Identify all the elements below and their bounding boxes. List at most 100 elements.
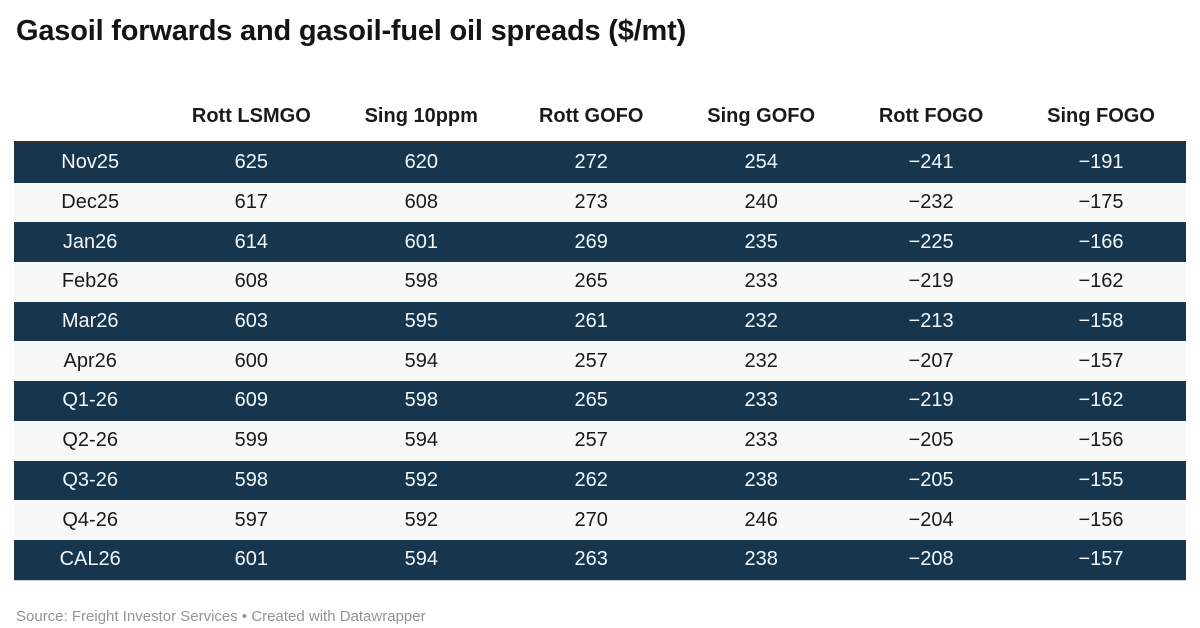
cell: −232 — [846, 182, 1017, 223]
cell: −162 — [1016, 262, 1186, 302]
table-row: Q4-26 597 592 270 246 −204 −156 — [14, 500, 1186, 540]
row-label: Mar26 — [14, 301, 167, 342]
cell: 238 — [676, 460, 847, 501]
row-label: Feb26 — [14, 262, 167, 302]
cell: −205 — [846, 420, 1017, 461]
table-row: Nov25 625 620 272 254 −241 −191 — [14, 142, 1186, 183]
cell: 608 — [336, 182, 507, 223]
cell: 257 — [506, 420, 677, 461]
cell: −204 — [846, 500, 1017, 540]
cell: 598 — [336, 381, 507, 421]
row-label: Q4-26 — [14, 500, 167, 540]
source-attribution: Source: Freight Investor Services • Crea… — [16, 607, 426, 625]
cell: 601 — [166, 539, 337, 581]
cell: −175 — [1016, 182, 1186, 223]
cell: 599 — [166, 420, 337, 461]
cell: −241 — [846, 142, 1017, 183]
cell: −208 — [846, 539, 1017, 581]
cell: −156 — [1016, 500, 1186, 540]
cell: −157 — [1016, 341, 1186, 382]
cell: −219 — [846, 381, 1017, 421]
cell: 273 — [506, 182, 677, 223]
cell: 603 — [166, 301, 337, 342]
row-label: Dec25 — [14, 182, 167, 223]
cell: 263 — [506, 539, 677, 581]
cell: 261 — [506, 301, 677, 342]
table-row: CAL26 601 594 263 238 −208 −157 — [14, 539, 1186, 581]
cell: 232 — [676, 341, 847, 382]
table-row: Apr26 600 594 257 232 −207 −157 — [14, 341, 1186, 382]
column-header-sing-10ppm: Sing 10ppm — [364, 105, 478, 127]
cell: −158 — [1016, 301, 1186, 342]
cell: −156 — [1016, 420, 1186, 461]
cell: 246 — [676, 500, 847, 540]
cell: 240 — [676, 182, 847, 223]
cell: 594 — [336, 539, 507, 581]
cell: 594 — [336, 341, 507, 382]
cell: 254 — [676, 142, 847, 183]
cell: 617 — [166, 182, 337, 223]
cell: 614 — [166, 222, 337, 263]
cell: 625 — [166, 142, 337, 183]
forwards-table: Rott LSMGO Sing 10ppm Rott GOFO Sing GOF… — [14, 48, 1186, 581]
cell: 592 — [336, 460, 507, 501]
table-header: Rott LSMGO Sing 10ppm Rott GOFO Sing GOF… — [14, 48, 1186, 142]
column-header-rott-gofo: Rott GOFO — [538, 105, 644, 127]
table-row: Jan26 614 601 269 235 −225 −166 — [14, 222, 1186, 263]
cell: −205 — [846, 460, 1017, 501]
table-row: Q2-26 599 594 257 233 −205 −156 — [14, 420, 1186, 461]
cell: −157 — [1016, 539, 1186, 581]
row-label: Apr26 — [14, 341, 167, 382]
table-body: Nov25 625 620 272 254 −241 −191 Dec25 61… — [14, 142, 1186, 581]
cell: 269 — [506, 222, 677, 263]
row-label: Jan26 — [14, 222, 167, 263]
cell: 608 — [166, 262, 337, 302]
header-row: Rott LSMGO Sing 10ppm Rott GOFO Sing GOF… — [14, 48, 1186, 142]
cell: −213 — [846, 301, 1017, 342]
cell: 265 — [506, 381, 677, 421]
cell: 597 — [166, 500, 337, 540]
cell: 600 — [166, 341, 337, 382]
row-label: CAL26 — [14, 539, 167, 581]
column-header-sing-gofo: Sing GOFO — [707, 105, 816, 127]
cell: 262 — [506, 460, 677, 501]
cell: 270 — [506, 500, 677, 540]
cell: 594 — [336, 420, 507, 461]
cell: 232 — [676, 301, 847, 342]
page-title: Gasoil forwards and gasoil-fuel oil spre… — [16, 15, 687, 47]
cell: 620 — [336, 142, 507, 183]
cell: 233 — [676, 420, 847, 461]
cell: −191 — [1016, 142, 1186, 183]
cell: 257 — [506, 341, 677, 382]
cell: −219 — [846, 262, 1017, 302]
cell: 592 — [336, 500, 507, 540]
cell: −225 — [846, 222, 1017, 263]
table-row: Mar26 603 595 261 232 −213 −158 — [14, 301, 1186, 342]
table-row: Q1-26 609 598 265 233 −219 −162 — [14, 381, 1186, 421]
column-header-rott-lsmgo: Rott LSMGO — [191, 105, 311, 127]
cell: −162 — [1016, 381, 1186, 421]
cell: 598 — [166, 460, 337, 501]
cell: 233 — [676, 381, 847, 421]
cell: 238 — [676, 539, 847, 581]
table-row: Feb26 608 598 265 233 −219 −162 — [14, 262, 1186, 302]
column-header-rott-fogo: Rott FOGO — [878, 105, 984, 127]
row-label: Q1-26 — [14, 381, 167, 421]
cell: 272 — [506, 142, 677, 183]
cell: 265 — [506, 262, 677, 302]
cell: 235 — [676, 222, 847, 263]
row-label: Q2-26 — [14, 420, 167, 461]
cell: 601 — [336, 222, 507, 263]
column-header-sing-fogo: Sing FOGO — [1047, 105, 1155, 127]
row-label: Q3-26 — [14, 460, 167, 501]
cell: −166 — [1016, 222, 1186, 263]
cell: 233 — [676, 262, 847, 302]
cell: 598 — [336, 262, 507, 302]
cell: 595 — [336, 301, 507, 342]
cell: −155 — [1016, 460, 1186, 501]
column-header-period — [14, 48, 166, 142]
row-label: Nov25 — [14, 142, 167, 183]
cell: −207 — [846, 341, 1017, 382]
cell: 609 — [166, 381, 337, 421]
